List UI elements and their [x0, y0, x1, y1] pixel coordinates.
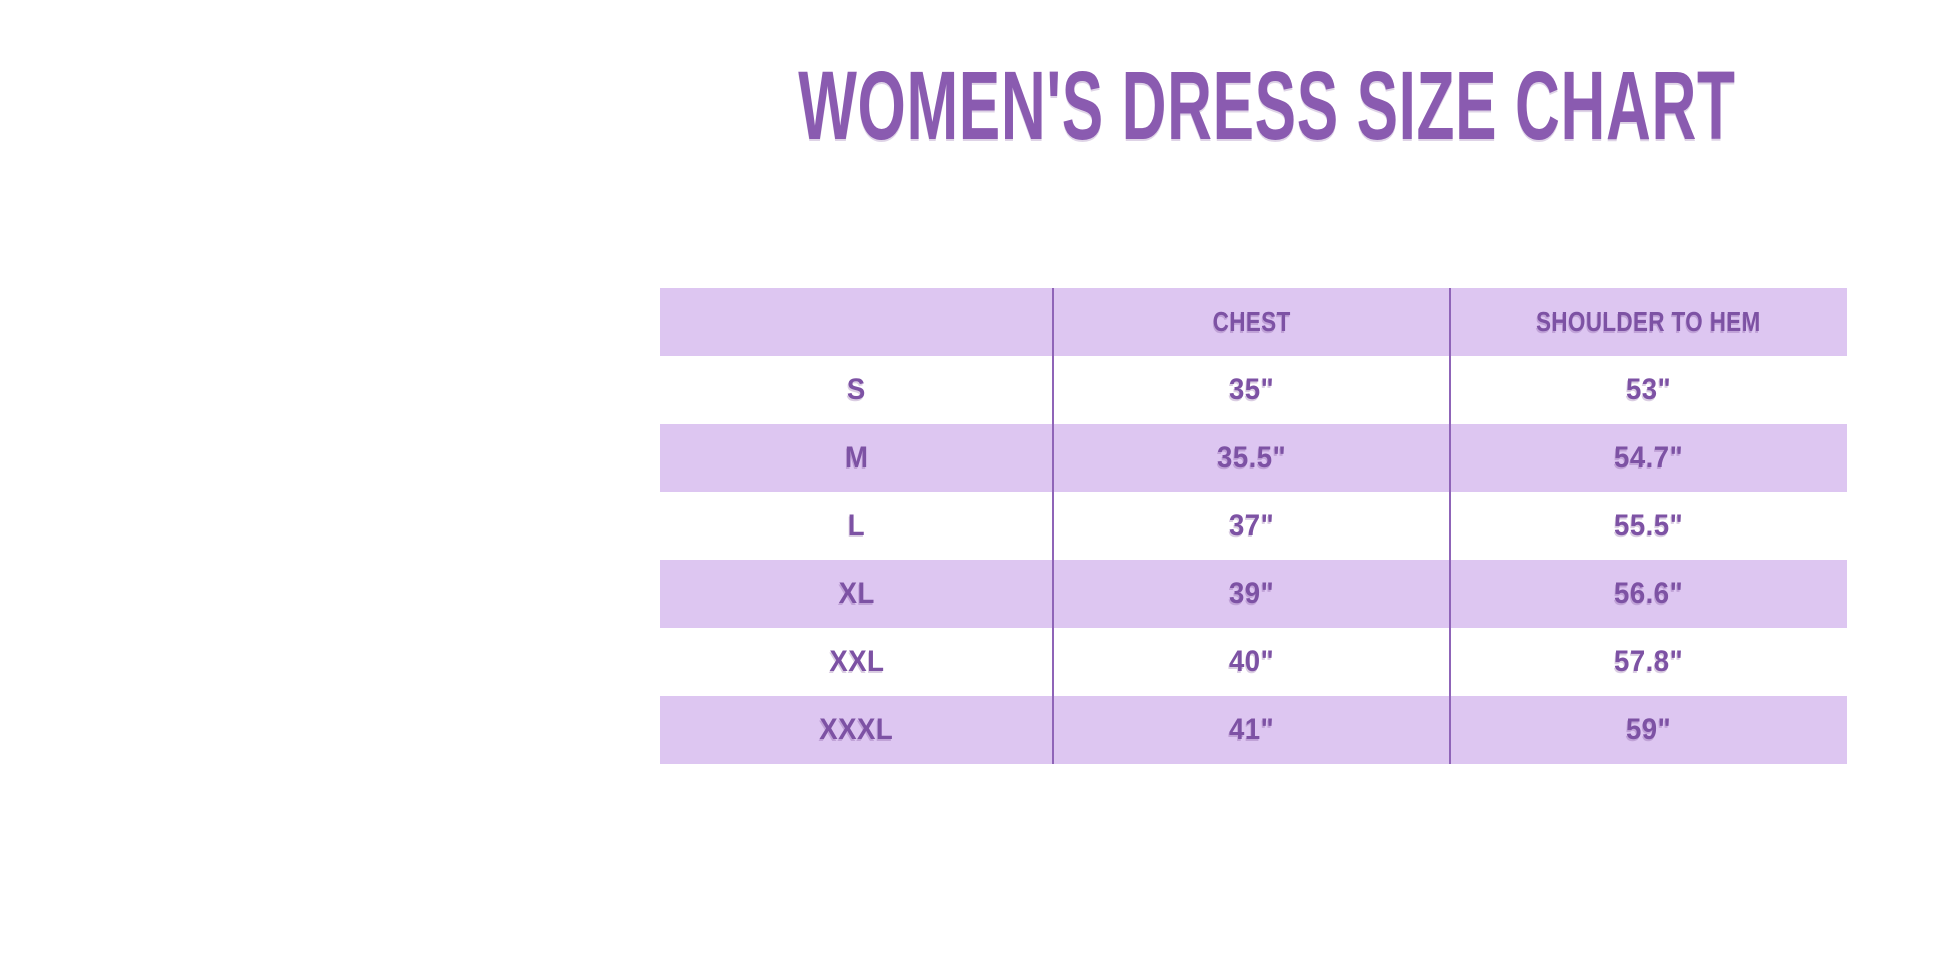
table-body: S 35" 53" M 35.5" 54.7" L 37" 55.5" XL 39" 56.6" XXL… — [660, 356, 1847, 764]
chest-cell: 39" — [1053, 560, 1450, 628]
chest-cell: 35.5" — [1053, 424, 1450, 492]
chest-cell-text: 35" — [1228, 373, 1275, 406]
column-divider-1 — [1052, 288, 1054, 764]
size-cell: XL — [660, 560, 1053, 628]
page-title: WOMEN'S DRESS SIZE CHART — [798, 51, 1736, 160]
header-cell-shoulder-to-hem: SHOULDER TO HEM — [1450, 288, 1847, 356]
size-cell: XXXL — [660, 696, 1053, 764]
chest-cell: 35" — [1053, 356, 1450, 424]
column-divider-2 — [1449, 288, 1451, 764]
table-row: XXXL 41" 59" — [660, 696, 1847, 764]
header-label-shoulder-to-hem: SHOULDER TO HEM — [1536, 306, 1761, 337]
table-row: M 35.5" 54.7" — [660, 424, 1847, 492]
size-cell-text: XXL — [828, 645, 885, 678]
size-cell-text: M — [844, 441, 869, 474]
shoulder-to-hem-cell: 59" — [1450, 696, 1847, 764]
shoulder-to-hem-cell: 55.5" — [1450, 492, 1847, 560]
chest-cell-text: 41" — [1228, 713, 1275, 746]
shoulder-to-hem-cell-text: 59" — [1625, 713, 1672, 746]
table-row: S 35" 53" — [660, 356, 1847, 424]
size-cell: M — [660, 424, 1053, 492]
size-cell: XXL — [660, 628, 1053, 696]
table-row: L 37" 55.5" — [660, 492, 1847, 560]
header-cell-size — [660, 288, 1053, 356]
size-cell-text: S — [847, 373, 866, 406]
shoulder-to-hem-cell: 54.7" — [1450, 424, 1847, 492]
chest-cell-text: 37" — [1228, 509, 1275, 542]
size-cell-text: L — [847, 509, 866, 542]
shoulder-to-hem-cell-text: 55.5" — [1613, 509, 1684, 542]
size-cell: L — [660, 492, 1053, 560]
size-cell: S — [660, 356, 1053, 424]
shoulder-to-hem-cell-text: 53" — [1625, 373, 1672, 406]
table-header-row: CHEST SHOULDER TO HEM — [660, 288, 1847, 356]
chest-cell: 37" — [1053, 492, 1450, 560]
table-row: XL 39" 56.6" — [660, 560, 1847, 628]
chest-cell-text: 39" — [1228, 577, 1275, 610]
shoulder-to-hem-cell-text: 57.8" — [1613, 645, 1684, 678]
shoulder-to-hem-cell: 57.8" — [1450, 628, 1847, 696]
size-chart-table: CHEST SHOULDER TO HEM S 35" 53" M 35.5" 54.7"… — [660, 288, 1847, 764]
shoulder-to-hem-cell-text: 56.6" — [1613, 577, 1684, 610]
chest-cell-text: 40" — [1228, 645, 1275, 678]
size-cell-text: XL — [838, 577, 875, 610]
shoulder-to-hem-cell: 56.6" — [1450, 560, 1847, 628]
shoulder-to-hem-cell: 53" — [1450, 356, 1847, 424]
chest-cell: 40" — [1053, 628, 1450, 696]
chest-cell-text: 35.5" — [1216, 441, 1287, 474]
chest-cell: 41" — [1053, 696, 1450, 764]
size-cell-text: XXXL — [819, 713, 894, 746]
shoulder-to-hem-cell-text: 54.7" — [1613, 441, 1684, 474]
header-cell-chest: CHEST — [1053, 288, 1450, 356]
table-row: XXL 40" 57.8" — [660, 628, 1847, 696]
header-label-chest: CHEST — [1212, 306, 1291, 337]
